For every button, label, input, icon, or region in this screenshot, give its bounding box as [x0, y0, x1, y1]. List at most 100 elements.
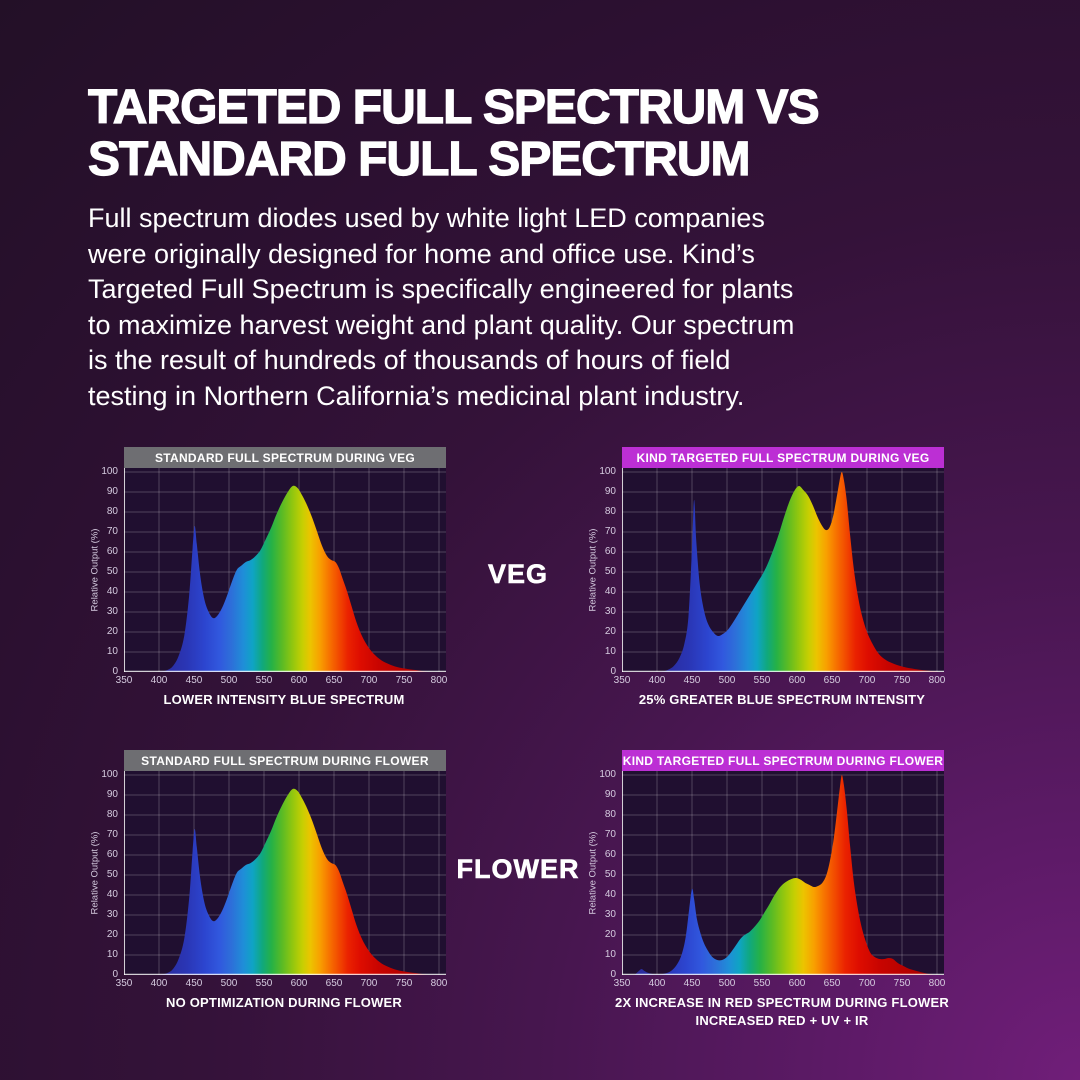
y-axis-tick: 90	[604, 789, 616, 800]
y-axis-tick: 0	[112, 666, 118, 677]
x-axis-tick: 400	[150, 675, 168, 686]
y-axis-tick: 40	[604, 889, 616, 900]
x-axis-tick: 750	[395, 675, 413, 686]
spectrum-curve	[660, 472, 937, 672]
y-axis-tick: 40	[106, 586, 118, 597]
chart-standard-full-spectrum-flower: STANDARD FULL SPECTRUM DURING FLOWER Rela…	[86, 750, 482, 1042]
spectrum-plot	[124, 468, 446, 672]
chart-kind-targeted-full-spectrum-flower: KIND TARGETED FULL SPECTRUM DURING FLOWE…	[584, 750, 980, 1042]
x-axis-tick: 500	[220, 978, 238, 989]
y-axis-tick: 40	[106, 889, 118, 900]
y-axis-tick: 30	[106, 606, 118, 617]
x-axis-tick: 700	[858, 675, 876, 686]
x-axis-tick: 800	[928, 675, 946, 686]
y-axis-tick: 20	[106, 626, 118, 637]
y-axis-tick: 90	[604, 486, 616, 497]
intro-line: is the result of hundreds of thousands o…	[88, 345, 731, 375]
y-axis-tick: 70	[106, 829, 118, 840]
x-axis-tick: 650	[823, 978, 841, 989]
y-axis-tick: 10	[106, 646, 118, 657]
x-axis-tick: 450	[683, 978, 701, 989]
y-axis-tick: 50	[604, 869, 616, 880]
x-axis-tick: 450	[185, 675, 203, 686]
y-axis-tick: 90	[106, 789, 118, 800]
x-axis-tick: 550	[255, 978, 273, 989]
intro-line: Full spectrum diodes used by white light…	[88, 203, 765, 233]
y-axis-tick: 60	[106, 546, 118, 557]
y-axis-tick: 100	[101, 769, 118, 780]
chart-caption: NO OPTIMIZATION DURING FLOWER	[166, 995, 402, 1010]
chart-standard-full-spectrum-veg: STANDARD FULL SPECTRUM DURING VEG Relativ…	[86, 447, 482, 739]
chart-title-banner: KIND TARGETED FULL SPECTRUM DURING VEG	[622, 447, 944, 468]
chart-title-banner: STANDARD FULL SPECTRUM DURING FLOWER	[124, 750, 446, 771]
y-axis-tick: 80	[106, 809, 118, 820]
x-axis-tick: 550	[255, 675, 273, 686]
y-axis-tick: 80	[604, 506, 616, 517]
x-axis-tick: 500	[220, 675, 238, 686]
chart-kind-targeted-full-spectrum-veg: KIND TARGETED FULL SPECTRUM DURING VEG Re…	[584, 447, 980, 739]
y-axis-tick: 50	[106, 869, 118, 880]
intro-line: testing in Northern California’s medicin…	[88, 380, 745, 411]
spectrum-plot	[622, 468, 944, 672]
x-axis-tick: 500	[718, 978, 736, 989]
y-axis-tick: 0	[112, 969, 118, 980]
x-axis-tick: 750	[893, 978, 911, 989]
chart-title-banner: KIND TARGETED FULL SPECTRUM DURING FLOWE…	[622, 750, 944, 771]
y-axis-tick: 70	[604, 526, 616, 537]
spectrum-plot	[124, 771, 446, 975]
y-axis-tick: 20	[106, 929, 118, 940]
y-axis-tick: 20	[604, 929, 616, 940]
x-axis-tick: 600	[788, 675, 806, 686]
x-axis-tick: 350	[115, 978, 133, 989]
chart-caption: 25% GREATER BLUE SPECTRUM INTENSITY	[638, 692, 926, 707]
y-axis-tick: 30	[604, 909, 616, 920]
y-axis-tick: 10	[604, 646, 616, 657]
y-axis-tick: 80	[106, 506, 118, 517]
spectrum-curve	[159, 485, 428, 672]
x-axis-tick: 400	[648, 978, 666, 989]
x-axis-tick: 750	[395, 978, 413, 989]
y-axis-tick: 90	[106, 486, 118, 497]
x-axis-tick: 700	[360, 978, 378, 989]
chart-caption: INCREASED RED + UV + IR	[695, 1013, 869, 1028]
x-axis-tick: 800	[430, 675, 448, 686]
y-axis-tick: 100	[101, 466, 118, 477]
x-axis-tick: 600	[290, 978, 308, 989]
x-axis-tick: 700	[360, 675, 378, 686]
y-axis-tick: 50	[106, 566, 118, 577]
spectrum-curve	[634, 775, 934, 975]
x-axis-tick: 700	[858, 978, 876, 989]
x-axis-tick: 400	[648, 675, 666, 686]
spectrum-curve	[159, 788, 428, 975]
x-axis-tick: 800	[928, 978, 946, 989]
x-axis-tick: 650	[325, 675, 343, 686]
x-axis-tick: 650	[823, 675, 841, 686]
y-axis-tick: 70	[106, 526, 118, 537]
y-axis-tick: 80	[604, 809, 616, 820]
y-axis-tick: 60	[106, 849, 118, 860]
x-axis-tick: 550	[753, 675, 771, 686]
x-axis-tick: 350	[613, 675, 631, 686]
y-axis-tick: 100	[599, 466, 616, 477]
y-axis-tick: 40	[604, 586, 616, 597]
row-label-flower: FLOWER	[456, 854, 580, 885]
y-axis-tick: 70	[604, 829, 616, 840]
intro-paragraph: Full spectrum diodes used by white light…	[88, 201, 794, 414]
x-axis-tick: 550	[753, 978, 771, 989]
y-axis-tick: 0	[610, 666, 616, 677]
intro-line: Targeted Full Spectrum is specifically e…	[88, 274, 794, 304]
x-axis-tick: 650	[325, 978, 343, 989]
spectrum-plot	[622, 771, 944, 975]
x-axis-tick: 600	[788, 978, 806, 989]
y-axis-tick: 30	[604, 606, 616, 617]
x-axis-tick: 450	[185, 978, 203, 989]
x-axis-tick: 800	[430, 978, 448, 989]
chart-title-banner: STANDARD FULL SPECTRUM DURING VEG	[124, 447, 446, 468]
page-title: TARGETED FULL SPECTRUM VS STANDARD FULL …	[87, 81, 820, 186]
x-axis-tick: 600	[290, 675, 308, 686]
x-axis-tick: 750	[893, 675, 911, 686]
y-axis-tick: 60	[604, 546, 616, 557]
x-axis-tick: 350	[115, 675, 133, 686]
intro-line: to maximize harvest weight and plant qua…	[88, 309, 795, 340]
